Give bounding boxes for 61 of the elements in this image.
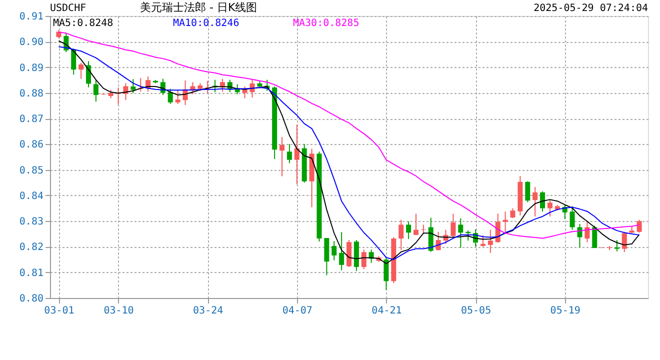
candlestick [525,180,530,203]
candlestick [502,211,508,232]
candlestick [428,217,434,252]
chart-title: 美元瑞士法郎 - 日K线图 [140,1,258,14]
y-tick-label: 0.86 [19,140,44,151]
candlestick [510,208,516,219]
candlestick [339,232,344,271]
candlestick [332,240,337,261]
candlestick [86,60,91,88]
y-tick-label: 0.88 [19,88,44,100]
candlestick [636,219,642,234]
candlestick [540,190,546,212]
candlestick [450,213,456,238]
x-tick-label: 05-19 [550,306,580,316]
series-label: MA5:0.8248 [53,18,114,29]
y-tick-label: 0.84 [19,190,44,202]
text: MA30:0.8285 [293,18,360,29]
y-tick-label: 0.91 [19,12,44,22]
y-tick-label: 0.87 [19,114,44,126]
candlestick [242,86,248,99]
text: 2025-05-29 07:24:04 [534,3,648,14]
text: MA10:0.8246 [173,18,240,29]
candlestick [384,256,389,290]
y-tick-label: 0.81 [19,268,44,279]
candlestick [123,82,128,101]
candlestick [93,79,98,102]
candlestick [592,225,598,249]
candlestick [480,234,486,248]
candlestick [413,213,418,236]
y-tick-label: 0.80 [19,294,44,304]
candlestick [570,206,575,230]
candlestick [280,136,285,177]
y-tick-label: 0.82 [19,242,44,254]
candlestick [532,186,538,217]
y-tick-label: 0.89 [19,62,44,74]
candlestick [488,229,493,254]
candlestick [458,218,464,248]
candlestick [294,124,300,185]
y-tick-label: 0.83 [19,216,44,228]
candlestick [361,249,366,270]
x-tick-label: 03-01 [44,306,74,316]
candlestick [175,89,180,104]
text: USDCHF [50,3,86,14]
candlestick [547,199,552,217]
x-tick-label: 03-24 [193,306,224,316]
x-tick-label: 04-21 [372,306,402,316]
candlestick [577,223,582,248]
candlestick [286,143,292,164]
y-tick-label: 0.90 [19,37,44,48]
candlestick [398,219,404,251]
candlestick [324,238,330,276]
candlestick [406,220,412,240]
x-tick-label: 03-10 [104,306,134,316]
candlestick [584,220,590,243]
candlestick [168,88,173,104]
y-tick-label: 0.85 [19,165,44,176]
x-tick-label: 04-07 [282,306,312,316]
x-tick-label: 05-05 [460,306,492,316]
candlestick [78,62,84,80]
candlestick [130,78,136,94]
candlestick [614,240,620,252]
